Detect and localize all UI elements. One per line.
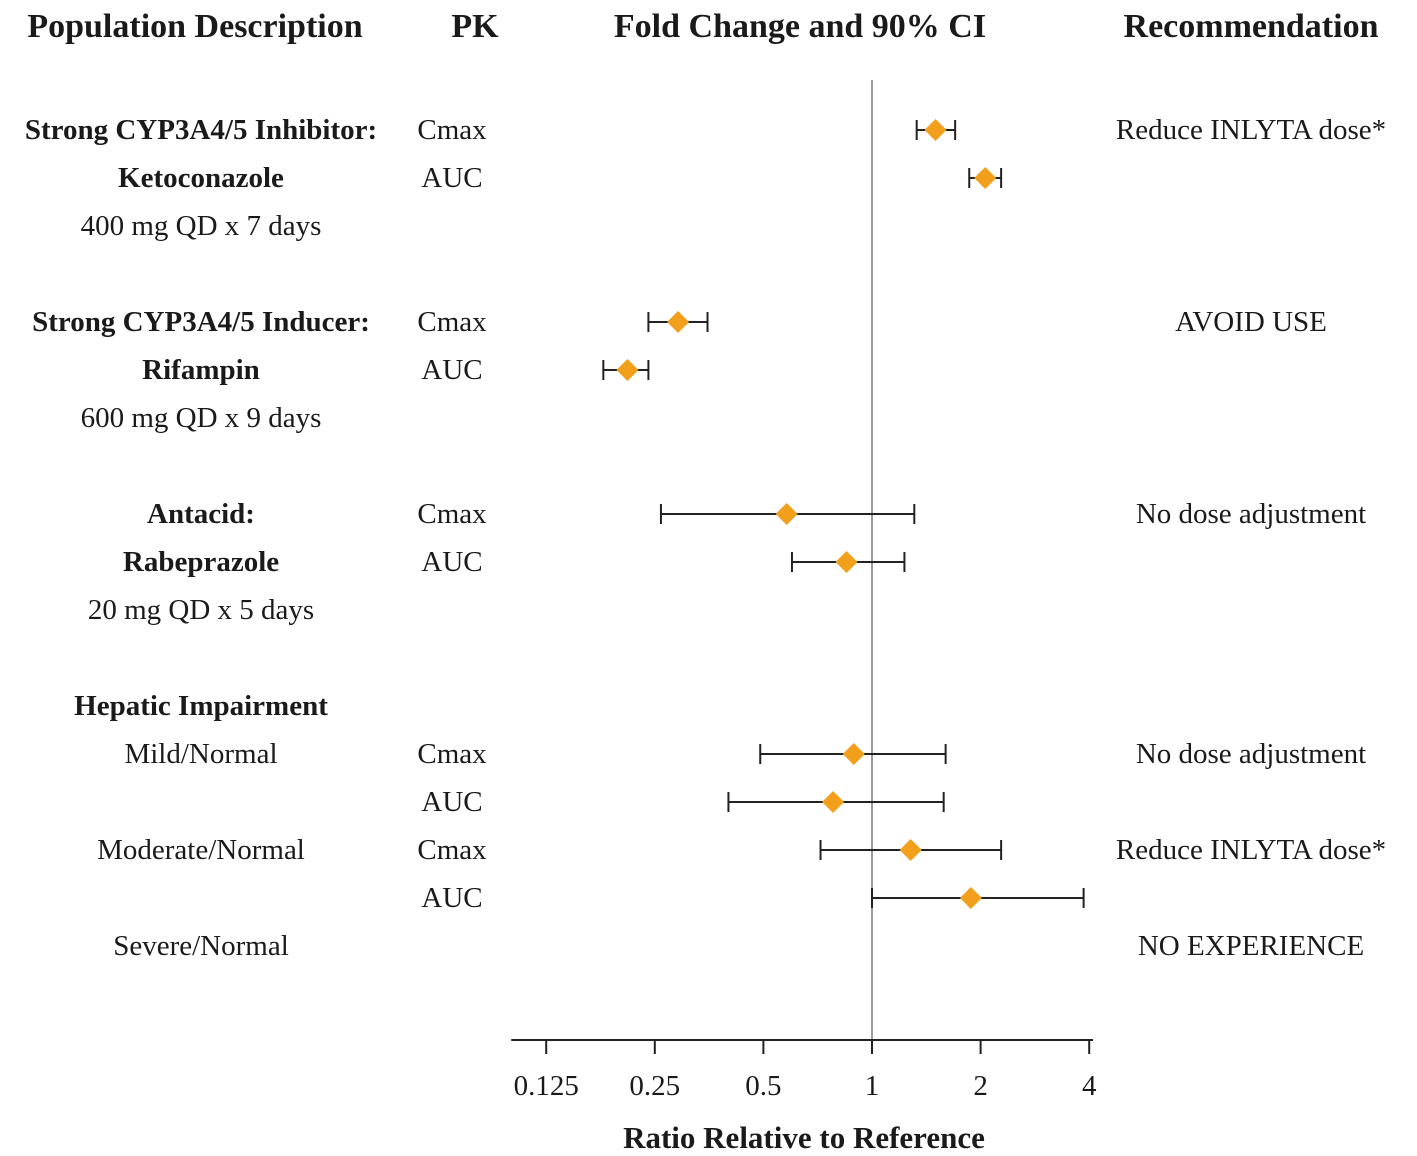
population-label: 600 mg QD x 9 days <box>80 402 322 434</box>
recommendation-label: AVOID USE <box>1175 306 1327 338</box>
population-label: Strong CYP3A4/5 Inhibitor: <box>24 114 378 146</box>
pk-parameter-label: AUC <box>421 546 483 578</box>
header-pk: PK <box>451 8 499 45</box>
pk-parameter-label: Cmax <box>417 306 487 338</box>
header-recommendation: Recommendation <box>1123 8 1379 45</box>
population-label: Rabeprazole <box>122 546 280 578</box>
recommendation-label: Reduce INLYTA dose* <box>1115 114 1387 146</box>
population-label: Severe/Normal <box>113 930 289 962</box>
x-tick-label: 1 <box>865 1070 880 1102</box>
population-label: Rifampin <box>142 354 260 386</box>
x-tick-label: 0.125 <box>514 1070 579 1102</box>
pk-parameter-label: AUC <box>421 882 483 914</box>
header-fold-change: Fold Change and 90% CI <box>613 8 987 45</box>
population-label: Mild/Normal <box>124 738 278 770</box>
point-estimate-marker <box>924 119 947 141</box>
point-estimate-marker <box>959 887 982 909</box>
pk-parameter-label: AUC <box>421 786 483 818</box>
point-estimate-marker <box>667 311 690 333</box>
pk-parameter-label: Cmax <box>417 834 487 866</box>
point-estimate-marker <box>899 839 922 861</box>
population-label: 20 mg QD x 5 days <box>87 594 315 626</box>
point-estimate-marker <box>616 359 639 381</box>
pk-parameter-label: AUC <box>421 162 483 194</box>
recommendation-label: No dose adjustment <box>1135 498 1367 530</box>
recommendation-label: Reduce INLYTA dose* <box>1115 834 1387 866</box>
population-label: Strong CYP3A4/5 Inducer: <box>32 306 370 338</box>
population-label: Moderate/Normal <box>97 834 305 866</box>
x-tick-label: 0.25 <box>629 1070 680 1102</box>
pk-parameter-label: Cmax <box>417 114 487 146</box>
point-estimate-marker <box>822 791 845 813</box>
population-label: Ketoconazole <box>118 162 284 194</box>
point-estimate-marker <box>775 503 798 525</box>
point-estimate-marker <box>835 551 858 573</box>
point-estimate-marker <box>842 743 865 765</box>
x-tick-label: 0.5 <box>745 1070 781 1102</box>
x-tick-label: 4 <box>1082 1070 1097 1102</box>
population-label: Antacid: <box>147 498 255 530</box>
population-label: Hepatic Impairment <box>74 690 328 722</box>
population-label: 400 mg QD x 7 days <box>80 210 322 242</box>
x-axis-label: Ratio Relative to Reference <box>623 1120 985 1155</box>
recommendation-label: No dose adjustment <box>1135 738 1367 770</box>
pk-parameter-label: AUC <box>421 354 483 386</box>
recommendation-label: NO EXPERIENCE <box>1137 930 1365 962</box>
header-population-description: Population Description <box>27 8 363 45</box>
point-estimate-marker <box>974 167 997 189</box>
pk-parameter-label: Cmax <box>417 498 487 530</box>
pk-parameter-label: Cmax <box>417 738 487 770</box>
x-tick-label: 2 <box>973 1070 988 1102</box>
